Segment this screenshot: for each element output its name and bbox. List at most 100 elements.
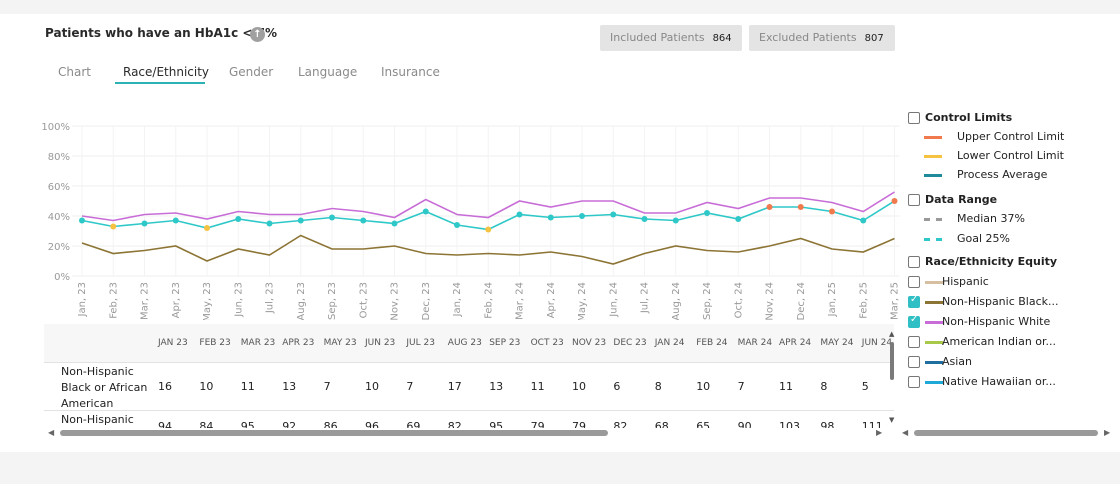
table-header: JAN 23 FEB 23 MAR 23 APR 23 MAY 23 JUN 23 JUL …	[44, 324, 894, 362]
column-header[interactable]: JUN 23	[365, 338, 396, 348]
column-header[interactable]: APR 23	[282, 338, 315, 348]
asian-swatch	[925, 361, 943, 364]
data-point	[79, 217, 85, 224]
column-header[interactable]: JAN 24	[654, 338, 685, 348]
american-indian-checkbox[interactable]	[908, 336, 920, 348]
column-header[interactable]: OCT 23	[530, 338, 564, 348]
native-hawaiian-swatch	[925, 381, 943, 384]
up-arrow-icon[interactable]: ↑	[250, 27, 265, 42]
hispanic-swatch	[925, 281, 943, 284]
process-average-label: Process Average	[957, 168, 1048, 181]
excluded-patients-badge[interactable]: Excluded Patients 807	[749, 25, 895, 51]
table-cell: 95	[489, 420, 504, 428]
x-tick-label: Sep, 23	[327, 282, 338, 320]
bottom-strip	[0, 452, 1120, 484]
included-patients-badge[interactable]: Included Patients 864	[600, 25, 742, 51]
y-tick-label: 0%	[54, 272, 70, 283]
column-header[interactable]: AUG 23	[447, 338, 482, 348]
table-cell: 10	[365, 380, 379, 393]
column-header[interactable]: SEP 23	[489, 338, 521, 348]
non-hispanic-white-checkbox[interactable]	[908, 314, 920, 328]
column-header[interactable]: FEB 24	[696, 338, 728, 348]
hispanic-checkbox[interactable]	[908, 276, 920, 288]
column-header[interactable]: MAY 24	[820, 338, 854, 348]
lower-limit-swatch	[924, 155, 942, 158]
x-tick-label: Feb, 23	[108, 282, 119, 319]
y-tick-label: 60%	[48, 182, 70, 193]
scroll-right-icon[interactable]: ▶	[876, 428, 883, 437]
asian-checkbox[interactable]	[908, 356, 920, 368]
table-cell: 69	[406, 420, 421, 428]
asian-label: Asian	[942, 355, 973, 368]
column-header[interactable]: JUL 23	[406, 338, 435, 348]
tab-chart[interactable]: Chart	[58, 65, 91, 79]
table-cell: 17	[447, 380, 462, 393]
column-header[interactable]: APR 24	[779, 338, 812, 348]
column-header[interactable]: MAR 24	[737, 338, 773, 348]
x-tick-label: Jun, 24	[608, 282, 619, 318]
legend-scroll-thumb[interactable]	[914, 430, 1098, 436]
table-cell: 84	[199, 420, 214, 428]
x-tick-label: Jan, 24	[452, 282, 463, 318]
vertical-scroll-thumb[interactable]	[890, 342, 894, 380]
column-header[interactable]: DEC 23	[613, 338, 647, 348]
data-point	[704, 210, 710, 216]
table-vertical-scrollbar[interactable]: ▲ ▼	[889, 330, 895, 426]
y-tick-label: 100%	[41, 122, 70, 133]
data-range-checkbox[interactable]	[908, 194, 920, 206]
upper-limit-swatch	[924, 136, 942, 139]
median-label: Median 37%	[957, 212, 1025, 225]
y-tick-label: 80%	[48, 152, 70, 163]
line-chart: 0% 20% 40% 60% 80% 100% Jan, 23 Feb, 23 Mar, 23 A…	[41, 122, 901, 320]
table-cell: 11	[530, 380, 545, 393]
row-label: Non-Hispanic Black or African American	[61, 365, 148, 410]
legend-scroll-left-icon[interactable]: ◀	[902, 428, 909, 437]
x-tick-label: Mar, 25	[890, 282, 901, 320]
series-line-non-hispanic-white	[81, 191, 895, 222]
tab-gender[interactable]: Gender	[229, 65, 274, 79]
control-limits-checkbox[interactable]	[908, 112, 920, 124]
legend-horizontal-scrollbar[interactable]: ◀ ▶	[900, 428, 1114, 438]
data-point	[422, 208, 429, 215]
table-cell: 8	[654, 380, 662, 393]
process-average-swatch	[924, 174, 942, 177]
data-point	[516, 211, 523, 218]
table-cell: 79	[530, 420, 545, 428]
column-header[interactable]: MAR 23	[240, 338, 276, 348]
table-cell: 7	[737, 380, 745, 393]
tab-language[interactable]: Language	[298, 65, 358, 79]
scroll-left-icon[interactable]: ◀	[48, 428, 55, 437]
tab-insurance[interactable]: Insurance	[381, 65, 440, 79]
x-tick-label: Nov, 23	[390, 282, 401, 320]
data-point	[860, 217, 867, 224]
column-header[interactable]: NOV 23	[572, 338, 607, 348]
race-ethnicity-equity-checkbox[interactable]	[908, 256, 920, 268]
column-header[interactable]: JUN 24	[861, 338, 893, 348]
x-tick-label: Feb, 24	[483, 282, 494, 319]
legend-scroll-right-icon[interactable]: ▶	[1104, 428, 1111, 437]
x-tick-label: Jul, 23	[265, 282, 276, 314]
x-tick-label: Mar, 24	[515, 282, 526, 320]
table-horizontal-scrollbar[interactable]: ◀ ▶	[46, 428, 886, 438]
x-tick-label: May, 24	[577, 282, 588, 320]
table-cell: 10	[199, 380, 214, 393]
data-point	[735, 216, 742, 222]
non-hispanic-black-checkbox[interactable]	[908, 294, 920, 308]
horizontal-scroll-thumb[interactable]	[60, 430, 608, 436]
x-tick-label: Jan, 25	[827, 282, 838, 318]
data-point	[235, 216, 242, 222]
table-cell: 86	[323, 420, 338, 428]
non-hispanic-black-swatch	[925, 301, 943, 304]
column-header[interactable]: MAY 23	[323, 338, 357, 348]
table-cell: 94	[158, 420, 172, 428]
column-header[interactable]: JAN 23	[158, 338, 188, 348]
column-header[interactable]: FEB 23	[199, 338, 231, 348]
native-hawaiian-checkbox[interactable]	[908, 376, 920, 388]
tab-race-ethnicity[interactable]: Race/Ethnicity	[123, 65, 210, 79]
table-cell: 5	[861, 380, 869, 393]
table-cell: 68	[654, 420, 669, 428]
scroll-down-icon[interactable]: ▼	[889, 416, 895, 424]
scroll-up-icon[interactable]: ▲	[889, 330, 895, 338]
series-line-non-hispanic-black-or-african-american	[81, 234, 895, 265]
goal-swatch	[924, 238, 942, 241]
